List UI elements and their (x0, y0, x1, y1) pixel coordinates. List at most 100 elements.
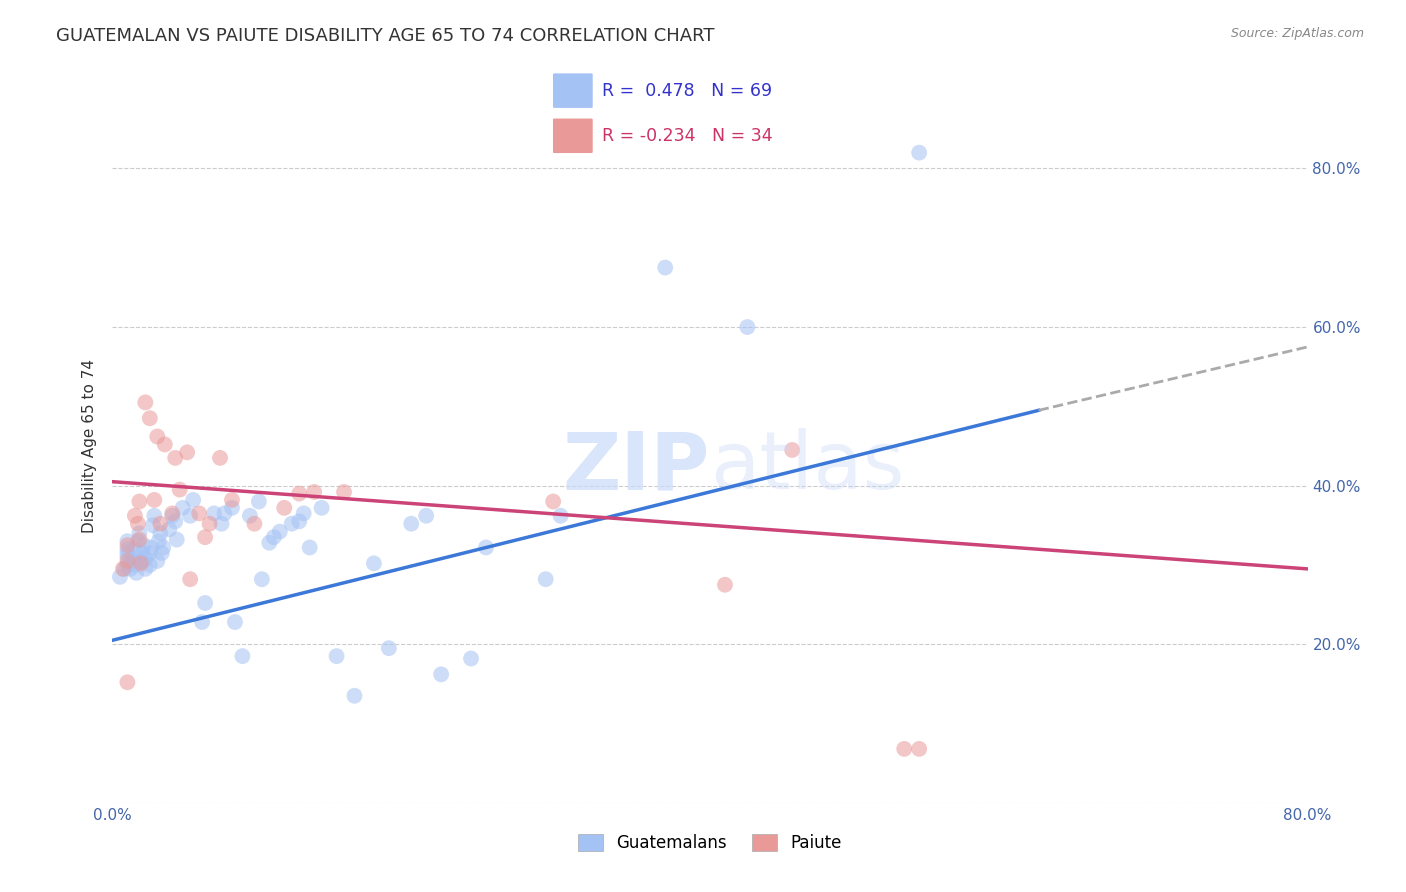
Point (139, 411, 162, 425)
Point (131, 546, 153, 560)
Point (247, 494, 270, 508)
Legend: Guatemalans, Paiute: Guatemalans, Paiute (571, 827, 849, 859)
Point (153, 437, 176, 451)
Point (134, 551, 156, 566)
Point (121, 554, 143, 568)
Point (224, 615, 246, 629)
Point (460, 651, 482, 665)
Text: atlas: atlas (710, 428, 904, 507)
Point (139, 546, 162, 560)
Point (179, 508, 201, 523)
Point (139, 558, 162, 572)
Point (198, 516, 221, 531)
Point (211, 516, 233, 531)
Point (430, 667, 453, 681)
Point (181, 492, 204, 507)
Point (132, 538, 155, 552)
Point (117, 554, 139, 568)
Point (415, 508, 437, 523)
Point (243, 516, 266, 531)
Point (176, 445, 198, 459)
Point (128, 526, 150, 541)
Point (157, 522, 180, 536)
FancyBboxPatch shape (553, 73, 593, 109)
Point (893, 742, 915, 756)
Text: ZIP: ZIP (562, 428, 710, 507)
Point (111, 562, 134, 576)
Point (117, 675, 139, 690)
Point (127, 534, 149, 549)
Point (162, 507, 183, 521)
Point (534, 572, 557, 586)
Point (114, 562, 135, 576)
Text: R = -0.234   N = 34: R = -0.234 N = 34 (602, 127, 772, 145)
Point (124, 508, 146, 523)
Point (250, 572, 273, 586)
Point (273, 500, 295, 515)
Point (131, 554, 153, 568)
Point (221, 492, 243, 507)
Point (325, 649, 347, 664)
Point (143, 492, 166, 507)
Point (194, 596, 217, 610)
Point (124, 549, 146, 564)
Point (124, 542, 146, 557)
Point (152, 541, 174, 555)
Point (143, 508, 166, 523)
Point (146, 429, 169, 443)
Point (134, 562, 156, 576)
Point (288, 514, 311, 528)
Point (363, 557, 385, 571)
Point (209, 450, 232, 465)
Point (179, 572, 201, 586)
Point (269, 524, 291, 539)
Point (221, 500, 243, 515)
Point (541, 494, 564, 508)
Point (281, 516, 304, 531)
Point (333, 485, 356, 500)
Point (149, 516, 172, 531)
Point (202, 507, 225, 521)
Point (166, 533, 188, 547)
Point (129, 557, 152, 571)
Y-axis label: Disability Age 65 to 74: Disability Age 65 to 74 (82, 359, 97, 533)
Point (475, 541, 498, 555)
Point (142, 518, 165, 533)
Point (149, 526, 172, 541)
Text: GUATEMALAN VS PAIUTE DISABILITY AGE 65 TO 74 CORRELATION CHART: GUATEMALAN VS PAIUTE DISABILITY AGE 65 T… (56, 27, 714, 45)
Point (172, 500, 194, 515)
Point (311, 500, 333, 515)
Point (128, 533, 150, 547)
Point (148, 534, 170, 549)
Point (169, 483, 191, 497)
Point (908, 145, 931, 160)
Point (343, 689, 366, 703)
Point (146, 554, 169, 568)
Point (125, 566, 148, 580)
Point (124, 558, 146, 572)
Point (141, 541, 163, 555)
Point (165, 450, 187, 465)
Point (120, 562, 142, 576)
Point (127, 516, 149, 531)
Point (194, 530, 217, 544)
Point (288, 486, 311, 500)
Text: Source: ZipAtlas.com: Source: ZipAtlas.com (1230, 27, 1364, 40)
Point (150, 546, 173, 560)
Point (654, 260, 676, 275)
Point (117, 549, 139, 564)
Point (134, 395, 156, 409)
Point (117, 558, 139, 572)
Point (263, 530, 285, 544)
Point (117, 542, 139, 557)
Point (117, 534, 139, 549)
Point (714, 578, 737, 592)
Point (231, 649, 253, 664)
Point (908, 742, 931, 756)
FancyBboxPatch shape (553, 118, 593, 153)
Point (550, 508, 572, 523)
Point (191, 615, 214, 629)
Point (117, 546, 139, 560)
Text: R =  0.478   N = 69: R = 0.478 N = 69 (602, 82, 772, 100)
Point (302, 485, 325, 500)
